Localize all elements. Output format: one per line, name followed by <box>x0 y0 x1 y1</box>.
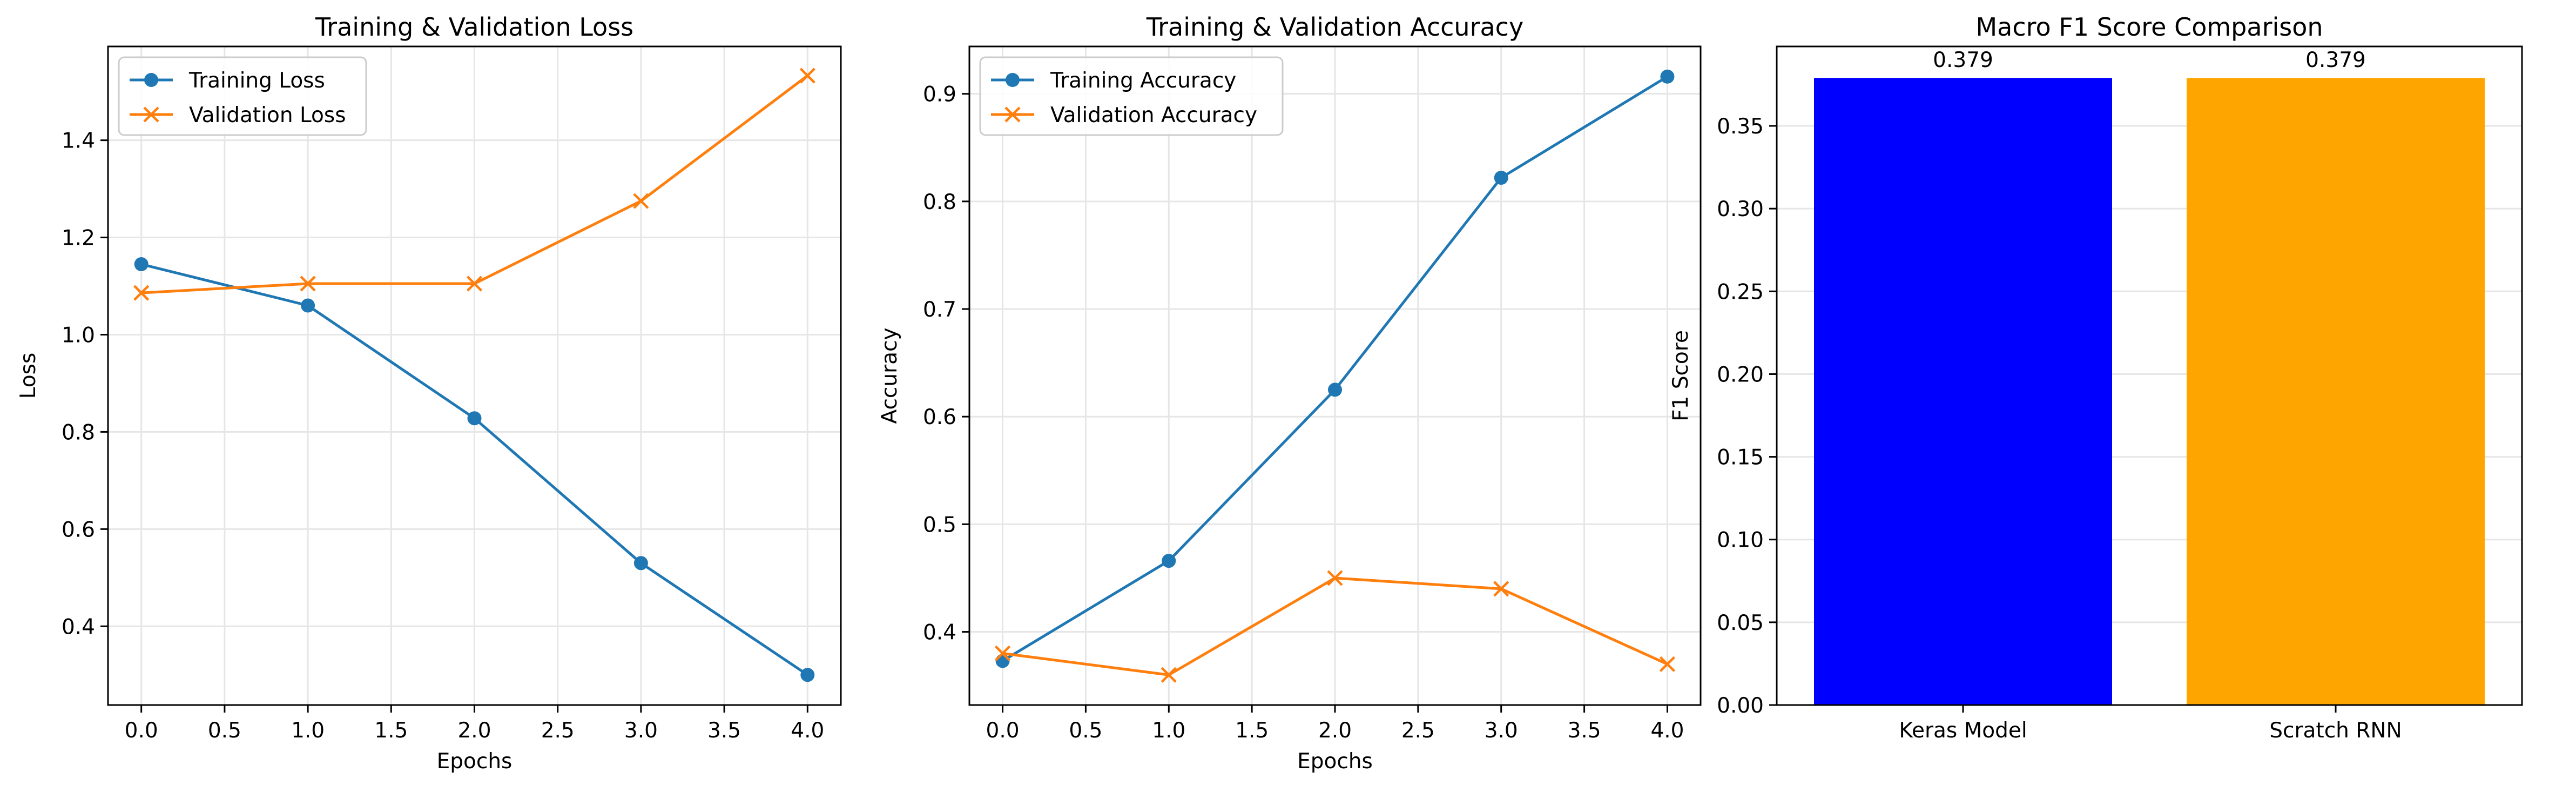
loss-chart-series-1-point <box>133 285 150 301</box>
loss-chart: Epochs Loss 0.4 0.6 0.8 1.0 1.2 1.4 0.0 0.5 1.0 1… <box>16 12 842 774</box>
loss-chart-xlabel: Epochs <box>437 749 512 774</box>
f1-chart-bar-value-label: 0.379 <box>1933 48 1993 72</box>
accuracy-chart-xtick-label: 0.5 <box>1069 719 1102 743</box>
accuracy-chart-ytick-label: 0.9 <box>923 83 956 107</box>
accuracy-chart-series-0-point <box>995 654 1010 668</box>
loss-chart-ytick-label: 0.4 <box>62 615 95 639</box>
accuracy-chart-ytick-label: 0.6 <box>923 405 956 429</box>
loss-chart-legend-label: Validation Loss <box>189 103 346 127</box>
loss-chart-legend-box <box>118 56 367 136</box>
loss-chart-series-0-point <box>800 668 815 682</box>
accuracy-chart-series-1-point <box>1493 581 1509 597</box>
loss-chart-series-1-point <box>300 276 316 292</box>
loss-chart-legend-label: Training Loss <box>188 69 325 93</box>
accuracy-chart-title: Training & Validation Accuracy <box>1146 12 1523 42</box>
loss-chart-xtick-label: 3.0 <box>624 719 658 743</box>
accuracy-chart-xtick-label: 3.5 <box>1568 719 1601 743</box>
f1-chart-xtick-label: Keras Model <box>1899 719 2027 743</box>
f1-chart-ylabel: F1 Score <box>1669 330 1693 421</box>
accuracy-chart-legend-marker <box>1006 73 1020 87</box>
loss-chart-xtick-label: 0.5 <box>208 719 241 743</box>
loss-chart-legend-marker <box>143 106 159 123</box>
loss-chart-series-1-point <box>466 276 483 292</box>
loss-chart-series-0-point <box>633 556 648 570</box>
loss-chart-xtick-label: 1.0 <box>291 719 325 743</box>
accuracy-chart-ylabel: Accuracy <box>878 327 902 424</box>
loss-chart-series-1-point <box>633 193 649 209</box>
accuracy-chart-ytick-label: 0.7 <box>923 298 956 322</box>
loss-chart-ytick-label: 0.6 <box>62 518 95 542</box>
accuracy-chart-xtick-label: 2.5 <box>1401 719 1435 743</box>
f1-chart-ytick-label: 0.25 <box>1717 280 1764 304</box>
accuracy-chart-xtick-label: 1.5 <box>1235 719 1269 743</box>
accuracy-chart-legend-marker <box>1004 106 1021 123</box>
loss-chart-ytick-label: 0.8 <box>62 420 95 445</box>
loss-chart-legend-marker <box>144 73 158 87</box>
accuracy-chart-xtick-label: 2.0 <box>1318 719 1352 743</box>
accuracy-chart-xtick-label: 1.0 <box>1152 719 1185 743</box>
accuracy-chart-series-0-point <box>1660 69 1675 84</box>
loss-chart-ytick-label: 1.2 <box>62 226 95 251</box>
f1-chart-bar-value-label: 0.379 <box>2305 48 2366 72</box>
f1-chart-ytick-label: 0.15 <box>1717 446 1764 470</box>
f1-chart-xtick-label: Scratch RNN <box>2269 719 2402 743</box>
loss-chart-frame <box>107 45 842 706</box>
accuracy-chart-series-0-point <box>1162 554 1176 568</box>
loss-chart-xtick-label: 4.0 <box>791 719 824 743</box>
f1-chart-ytick-label: 0.20 <box>1717 363 1764 387</box>
loss-chart-series-1-point <box>799 68 815 84</box>
loss-chart-series-0-point <box>301 298 315 313</box>
loss-chart-xtick-label: 1.5 <box>374 719 408 743</box>
loss-chart-xtick-label: 2.0 <box>457 719 491 743</box>
accuracy-chart: Epochs Accuracy 0.4 0.5 0.6 0.7 0.8 0.9 0.0 0.5… <box>878 12 1702 774</box>
loss-chart-ylabel: Loss <box>16 353 41 399</box>
f1-chart-title: Macro F1 Score Comparison <box>1975 12 2323 42</box>
f1-chart-bar <box>2187 78 2485 705</box>
accuracy-chart-ytick-label: 0.8 <box>923 190 956 214</box>
accuracy-chart-ytick-label: 0.4 <box>923 621 956 645</box>
accuracy-chart-series-1-point <box>1659 656 1676 672</box>
f1-chart: F1 Score 0.00 0.05 0.10 0.15 0.20 0.25 0.30 0.3… <box>1669 12 2523 743</box>
f1-chart-ytick-label: 0.05 <box>1717 611 1764 635</box>
loss-chart-series-0-point <box>134 257 149 272</box>
f1-chart-ytick-label: 0.35 <box>1717 115 1764 139</box>
loss-chart-xtick-label: 2.5 <box>541 719 575 743</box>
loss-chart-ytick-label: 1.4 <box>62 129 95 153</box>
accuracy-chart-series-1-point <box>994 645 1011 661</box>
loss-chart-series-0-point <box>467 411 482 426</box>
f1-chart-ytick-label: 0.00 <box>1717 694 1764 718</box>
accuracy-chart-xtick-label: 4.0 <box>1650 719 1684 743</box>
loss-chart-xtick-label: 3.5 <box>707 719 741 743</box>
accuracy-chart-xlabel: Epochs <box>1297 749 1373 774</box>
accuracy-chart-legend-box <box>979 56 1284 136</box>
accuracy-chart-legend-label: Training Accuracy <box>1050 69 1236 93</box>
loss-chart-title: Training & Validation Loss <box>315 12 633 42</box>
accuracy-chart-xtick-label: 3.0 <box>1485 719 1518 743</box>
f1-chart-ytick-label: 0.30 <box>1717 197 1764 222</box>
accuracy-chart-series-1-point <box>1327 570 1343 586</box>
accuracy-chart-series-0-point <box>1328 382 1342 397</box>
accuracy-chart-legend-label: Validation Accuracy <box>1050 103 1257 127</box>
f1-chart-bar <box>1814 78 2112 705</box>
accuracy-chart-xtick-label: 0.0 <box>986 719 1020 743</box>
accuracy-chart-ytick-label: 0.5 <box>923 513 956 537</box>
f1-chart-ytick-label: 0.10 <box>1717 528 1764 553</box>
accuracy-chart-frame <box>968 45 1702 706</box>
accuracy-chart-series-0-point <box>1494 171 1508 185</box>
accuracy-chart-series-1-point <box>1161 667 1177 683</box>
loss-chart-ytick-label: 1.0 <box>62 323 95 347</box>
loss-chart-xtick-label: 0.0 <box>125 719 158 743</box>
f1-chart-frame <box>1776 45 2523 706</box>
